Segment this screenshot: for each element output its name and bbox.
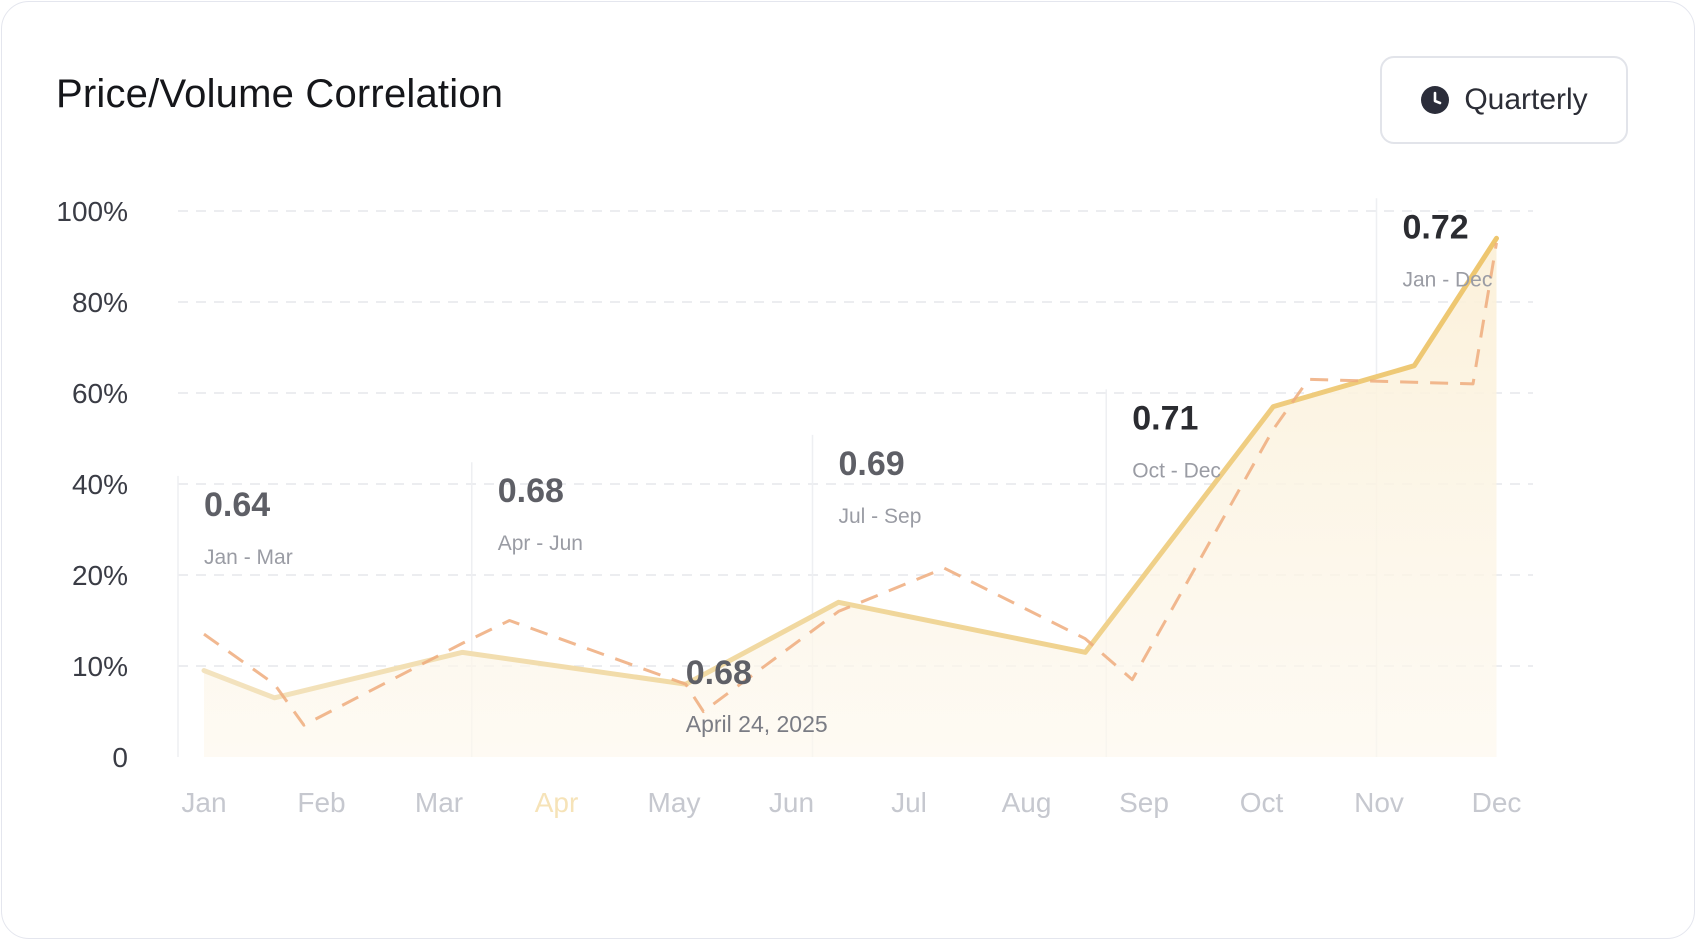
x-tick-label: May bbox=[648, 787, 701, 818]
x-tick-label: Oct bbox=[1240, 787, 1284, 818]
period-selector-button[interactable]: Quarterly bbox=[1380, 56, 1628, 144]
annotation-label: Jan - Dec bbox=[1403, 268, 1493, 291]
annotation-value: 0.64 bbox=[204, 486, 270, 524]
annotation-value: 0.68 bbox=[686, 654, 752, 692]
x-tick-label: Apr bbox=[535, 787, 579, 818]
chart-title: Price/Volume Correlation bbox=[56, 72, 504, 116]
annotation-label: April 24, 2025 bbox=[686, 711, 828, 737]
y-tick-label: 100% bbox=[56, 196, 128, 227]
annotation-value: 0.72 bbox=[1403, 208, 1469, 246]
annotation-label: Jan - Mar bbox=[204, 546, 293, 569]
price-area-fill bbox=[204, 238, 1497, 758]
y-tick-label: 40% bbox=[72, 469, 128, 500]
x-tick-label: Jun bbox=[769, 787, 814, 818]
y-tick-label: 60% bbox=[72, 378, 128, 409]
price-area bbox=[204, 238, 1497, 758]
annotations: 0.64 Jan - Mar 0.68 Apr - Jun 0.68 April 24, … bbox=[204, 208, 1492, 737]
annotation-label: Apr - Jun bbox=[498, 532, 583, 555]
x-tick-label: Sep bbox=[1119, 787, 1169, 818]
annotation-label: Oct - Dec bbox=[1132, 459, 1221, 482]
series-lines bbox=[201, 235, 1499, 727]
x-tick-label: Jan bbox=[181, 787, 226, 818]
y-tick-label: 80% bbox=[72, 287, 128, 318]
annotation-value: 0.71 bbox=[1132, 399, 1198, 437]
y-tick-label: 0 bbox=[112, 742, 128, 773]
x-tick-label: Aug bbox=[1002, 787, 1052, 818]
y-axis-ticks: 0 10% 20% 40% 60% 80% 100% bbox=[56, 196, 128, 773]
x-axis-ticks: Jan Feb Mar Apr May Jun Jul Aug Sep Oct Nov Dec bbox=[181, 787, 1521, 818]
x-tick-label: Nov bbox=[1354, 787, 1404, 818]
annotation-value: 0.68 bbox=[498, 472, 564, 510]
x-tick-label: Dec bbox=[1472, 787, 1522, 818]
annotation-label: Jul - Sep bbox=[839, 505, 922, 528]
x-tick-label: Feb bbox=[297, 787, 345, 818]
period-selector-label: Quarterly bbox=[1464, 83, 1588, 116]
price-series-line bbox=[201, 235, 1499, 701]
annotation-value: 0.69 bbox=[839, 445, 905, 483]
x-tick-label: Jul bbox=[891, 787, 927, 818]
y-tick-label: 20% bbox=[72, 560, 128, 591]
volume-series-line bbox=[203, 242, 1498, 727]
x-tick-label: Mar bbox=[415, 787, 463, 818]
y-tick-label: 10% bbox=[72, 651, 128, 682]
clock-icon bbox=[1420, 85, 1450, 115]
